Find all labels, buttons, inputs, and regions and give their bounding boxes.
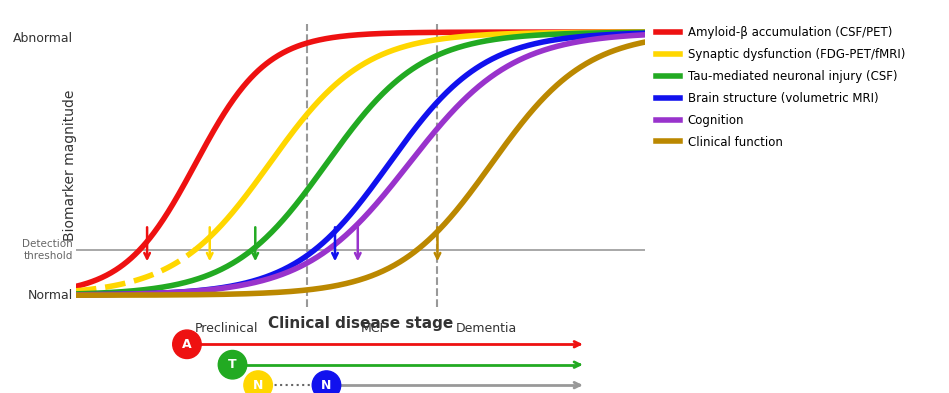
Text: Clinical disease stage: Clinical disease stage bbox=[268, 316, 454, 331]
Ellipse shape bbox=[244, 371, 272, 393]
Text: N: N bbox=[253, 378, 263, 392]
Text: Detection
threshold: Detection threshold bbox=[23, 239, 73, 261]
Text: Preclinical: Preclinical bbox=[195, 322, 258, 335]
Text: Biomarker magnitude: Biomarker magnitude bbox=[64, 89, 77, 241]
Legend: Amyloid-β accumulation (CSF/PET), Synaptic dysfunction (FDG-PET/fMRI), Tau-media: Amyloid-β accumulation (CSF/PET), Synapt… bbox=[651, 22, 910, 153]
Ellipse shape bbox=[173, 330, 201, 358]
Ellipse shape bbox=[218, 351, 247, 379]
Text: T: T bbox=[228, 358, 237, 371]
Text: N: N bbox=[322, 378, 331, 392]
Ellipse shape bbox=[312, 371, 341, 393]
Text: Normal: Normal bbox=[28, 289, 73, 302]
Text: A: A bbox=[182, 338, 192, 351]
Text: MCI: MCI bbox=[361, 322, 383, 335]
Text: Abnormal: Abnormal bbox=[13, 32, 73, 45]
Text: Dementia: Dementia bbox=[456, 322, 516, 335]
